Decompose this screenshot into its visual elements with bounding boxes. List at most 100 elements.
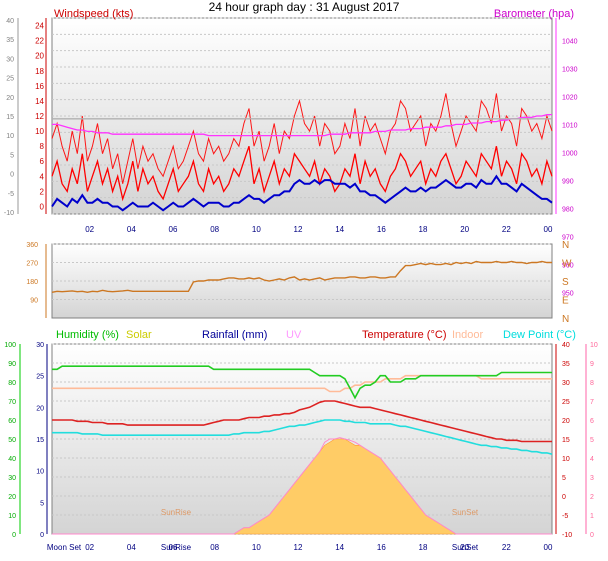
temp-tick-label: 0 [562,494,566,501]
temp-tick-label: 30 [562,380,570,387]
left-tick-label: 6 [40,157,45,166]
uv-tick-label: 9 [590,361,594,368]
x-tick-label: 12 [294,225,303,234]
left-tick-label: 12 [35,112,44,121]
uv-tick-label: 8 [590,380,594,387]
temp-tick-label: -10 [562,532,572,539]
right-tick-label: 970 [562,234,574,241]
left-tick-label: 10 [35,127,44,136]
right-tick-label: 990 [562,178,574,185]
x-tick-label: 18 [419,225,428,234]
legend-indoor: Indoor [452,329,484,341]
uv-tick-label: 6 [590,418,594,425]
right-tick-label: 950 [562,290,574,297]
humidity-tick-label: 40 [8,456,16,463]
temp-tick-label: 15 [562,437,570,444]
series-line-wind-direction [51,260,552,294]
left-tick-label: 24 [35,22,44,31]
series-line-barometer-hpa- [52,113,552,137]
x-tick-label: 04 [127,225,136,234]
direction-tick-label: 270 [26,261,38,268]
annotation-sunrise-axis: SunRise [161,543,192,552]
annotation-sunrise: SunRise [161,508,192,517]
temp-tick-label: 25 [562,399,570,406]
outer-left-tick-label: 40 [6,18,14,25]
left-tick-label: 20 [35,52,44,61]
temp-tick-label: -5 [562,513,568,520]
compass-label: N [562,314,569,325]
humidity-tick-label: 80 [8,380,16,387]
humidity-tick-label: 100 [4,342,16,349]
solar-tick-label: 30 [36,342,44,349]
temp-tick-label: 40 [562,342,570,349]
direction-tick-label: 180 [26,279,38,286]
right-tick-label: 1000 [562,150,578,157]
compass-label: S [562,277,569,288]
x-tick-label: 14 [335,543,344,552]
humidity-tick-label: 0 [12,532,16,539]
outer-left-tick-label: 30 [6,56,14,63]
outer-left-tick-label: 25 [6,76,14,83]
right-axis-title: Barometer (hpa) [494,8,574,20]
x-tick-label: 00 [544,543,553,552]
legend-temperature-c-: Temperature (°C) [362,329,446,341]
humidity-tick-label: 10 [8,513,16,520]
x-tick-label: 06 [169,225,178,234]
left-tick-label: 8 [40,142,45,151]
outer-left-tick-label: 15 [6,114,14,121]
x-tick-label: 18 [419,543,428,552]
outer-left-tick-label: 0 [10,172,14,179]
x-tick-label: 10 [252,543,261,552]
left-tick-label: 16 [35,82,44,91]
x-tick-label: 12 [294,543,303,552]
outer-left-tick-label: 5 [10,152,14,159]
x-tick-label: 10 [252,225,261,234]
x-tick-label: 20 [460,543,469,552]
uv-tick-label: 1 [590,513,594,520]
legend-humidity-: Humidity (%) [56,329,119,341]
annotation-sunset: SunSet [452,508,479,517]
compass-label: W [562,259,572,270]
solar-tick-label: 5 [40,500,44,507]
series-line-humidity- [52,365,552,400]
temp-tick-label: 5 [562,475,566,482]
uv-tick-label: 10 [590,342,598,349]
outer-left-tick-label: -10 [4,210,14,217]
outer-left-tick-label: 35 [6,37,14,44]
right-tick-label: 960 [562,262,574,269]
solar-tick-label: 20 [36,405,44,412]
outer-left-tick-label: -5 [8,191,14,198]
uv-tick-label: 5 [590,437,594,444]
legend-rainfall-mm-: Rainfall (mm) [202,329,267,341]
solar-tick-label: 0 [40,532,44,539]
x-tick-label: 22 [502,225,511,234]
annotation-moonset: Moon Set [47,543,82,552]
series-line-average [51,174,553,212]
series-line-uv [52,437,552,535]
x-tick-label: 16 [377,543,386,552]
x-tick-label: 02 [85,225,94,234]
left-tick-label: 22 [35,37,44,46]
right-tick-label: 1010 [562,122,578,129]
x-tick-label: 08 [210,225,219,234]
x-tick-label: 22 [502,543,511,552]
right-tick-label: 1020 [562,94,578,101]
annotation-sunset-axis: SunSet [452,543,479,552]
temp-tick-label: 10 [562,456,570,463]
x-tick-label: 20 [460,225,469,234]
humidity-tick-label: 70 [8,399,16,406]
humidity-tick-label: 30 [8,475,16,482]
solar-tick-label: 15 [36,437,44,444]
humidity-tick-label: 50 [8,437,16,444]
outer-left-tick-label: 10 [6,133,14,140]
direction-tick-label: 90 [30,298,38,305]
x-tick-label: 08 [210,543,219,552]
solar-tick-label: 10 [36,469,44,476]
x-tick-label: 02 [85,543,94,552]
uv-tick-label: 2 [590,494,594,501]
uv-tick-label: 3 [590,475,594,482]
legend-dew-point-c-: Dew Point (°C) [503,329,576,341]
left-tick-label: 14 [35,97,44,106]
